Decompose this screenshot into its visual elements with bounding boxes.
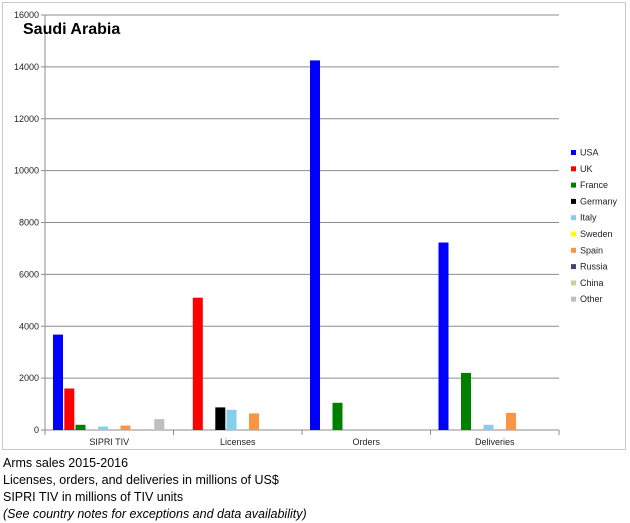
legend-label: USA xyxy=(580,148,599,158)
y-tick-label: 4000 xyxy=(19,321,39,331)
legend-swatch xyxy=(571,280,576,286)
x-tick-label: Orders xyxy=(352,437,380,447)
legend-swatch xyxy=(571,150,576,155)
legend-swatch xyxy=(571,296,576,302)
legend-label: Sweden xyxy=(580,229,613,239)
y-tick-label: 8000 xyxy=(19,218,39,228)
legend-label: Germany xyxy=(580,196,618,206)
legend-label: UK xyxy=(580,164,593,174)
legend-label: Russia xyxy=(580,262,608,272)
x-tick-label: Deliveries xyxy=(475,437,515,447)
legend-label: Italy xyxy=(580,213,597,223)
bar-chart: 0 2000 4000 6000 8000 10000 12000 14000 16000 SIP… xyxy=(14,10,618,447)
caption: Arms sales 2015-2016 Licenses, orders, a… xyxy=(3,455,307,523)
bar xyxy=(120,425,131,430)
legend-swatch xyxy=(571,247,576,253)
legend-swatch xyxy=(571,182,576,188)
bar xyxy=(506,412,516,430)
caption-line-title: Arms sales 2015-2016 xyxy=(3,456,129,470)
bar xyxy=(226,409,237,430)
bar xyxy=(53,334,63,430)
bar xyxy=(75,424,86,430)
legend-swatch xyxy=(571,215,576,221)
legend-label: France xyxy=(580,180,608,190)
chart-title: Saudi Arabia xyxy=(23,21,121,38)
bar xyxy=(192,297,203,430)
chart-frame: 0 2000 4000 6000 8000 10000 12000 14000 16000 SIP… xyxy=(2,2,626,450)
legend-label: Other xyxy=(580,294,603,304)
bar xyxy=(483,424,494,430)
bar xyxy=(438,242,449,430)
bar xyxy=(249,413,259,430)
y-tick-label: 12000 xyxy=(14,114,39,124)
legend-swatch xyxy=(571,264,576,270)
y-tick-label: 14000 xyxy=(14,62,39,72)
bar xyxy=(332,402,343,430)
y-tick-label: 2000 xyxy=(19,373,39,383)
bar xyxy=(461,372,471,430)
bar xyxy=(64,388,75,430)
caption-line-tiv: SIPRI TIV in millions of TIV units xyxy=(3,490,184,504)
y-tick-label: 0 xyxy=(34,425,39,435)
bar xyxy=(215,407,226,430)
legend-swatch xyxy=(571,198,576,204)
caption-line-note: (See country notes for exceptions and da… xyxy=(3,507,307,521)
x-tick-label: Licenses xyxy=(220,437,256,447)
y-tick-label: 6000 xyxy=(19,269,39,279)
bar xyxy=(154,419,165,430)
x-tick-label: SIPRI TIV xyxy=(89,437,129,447)
bar xyxy=(310,60,320,431)
y-tick-label: 16000 xyxy=(14,10,39,20)
bar xyxy=(98,426,108,430)
legend-swatch xyxy=(571,166,576,172)
legend-label: China xyxy=(580,278,604,288)
legend-label: Spain xyxy=(580,245,603,255)
y-tick-label: 10000 xyxy=(14,166,39,176)
legend-swatch xyxy=(571,231,576,237)
caption-line-units: Licenses, orders, and deliveries in mill… xyxy=(3,473,279,487)
